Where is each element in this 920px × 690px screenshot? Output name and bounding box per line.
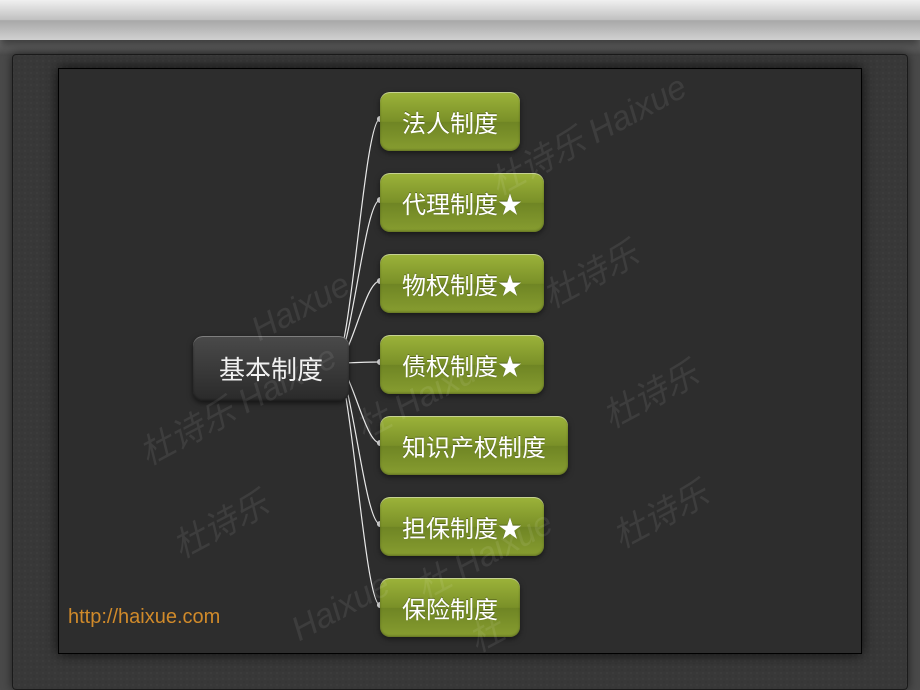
child-label: 代理制度★ [402,192,522,219]
child-node-2: 物权制度★ [380,254,544,313]
child-node-4: 知识产权制度 [380,416,568,475]
slide-screen: 基本制度 法人制度代理制度★物权制度★债权制度★知识产权制度担保制度★保险制度 … [58,68,862,654]
child-label: 担保制度★ [402,516,522,543]
child-label: 法人制度 [402,111,498,138]
watermark-5: 杜诗乐 [592,347,705,438]
root-label: 基本制度 [219,355,323,385]
child-label: 知识产权制度 [402,435,546,462]
projector-frame: 基本制度 法人制度代理制度★物权制度★债权制度★知识产权制度担保制度★保险制度 … [0,0,920,690]
child-label: 债权制度★ [402,354,522,381]
projector-top-bar [0,0,920,40]
child-node-3: 债权制度★ [380,335,544,394]
child-node-1: 代理制度★ [380,173,544,232]
watermark-1: 杜诗乐 [532,227,645,318]
footer-link-text: http://haixue.com [68,606,220,628]
diagram-stage: 基本制度 法人制度代理制度★物权制度★债权制度★知识产权制度担保制度★保险制度 … [58,68,862,654]
footer-link[interactable]: http://haixue.com [68,606,220,629]
child-node-0: 法人制度 [380,92,520,151]
child-node-6: 保险制度 [380,578,520,637]
watermark-7: 杜诗乐 [602,467,715,558]
root-node: 基本制度 [193,336,349,401]
child-label: 物权制度★ [402,273,522,300]
watermark-6: 杜诗乐 [162,477,275,568]
child-label: 保险制度 [402,597,498,624]
child-node-5: 担保制度★ [380,497,544,556]
